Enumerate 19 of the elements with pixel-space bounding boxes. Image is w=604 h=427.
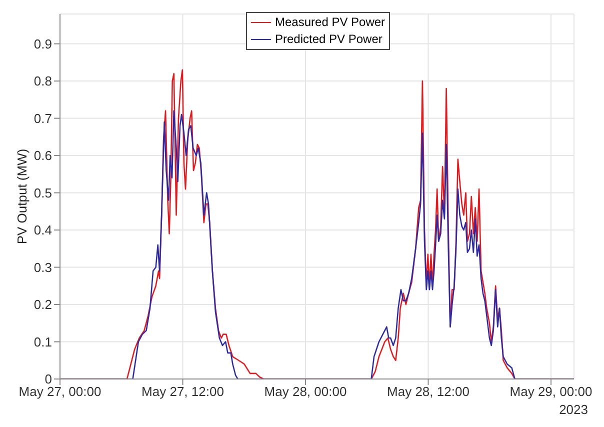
y-axis-title: PV Output (MW) <box>14 148 30 244</box>
x-tick-label: May 28, 00:00 <box>264 384 347 400</box>
y-tick-label: 0.1 <box>34 334 52 350</box>
y-tick-label: 0 <box>44 372 52 387</box>
y-tick-label: 0.5 <box>34 185 52 200</box>
x-tick-label: May 29, 00:00 <box>510 384 592 400</box>
text: 2023 <box>559 402 588 417</box>
x-tick-label: May 27, 12:00 <box>142 384 224 400</box>
y-tick-label: 0.3 <box>34 260 52 275</box>
x-tick-label: May 28, 12:00 <box>387 384 470 400</box>
legend-label: Measured PV Power <box>275 14 386 31</box>
x-tick-label: May 27, 00:00 <box>18 384 102 400</box>
y-tick-label: 0.9 <box>34 36 52 52</box>
y-tick-label: 0.4 <box>34 222 52 238</box>
y-tick-label: 0.7 <box>34 110 52 126</box>
legend-label: Predicted PV Power <box>275 31 382 48</box>
y-tick-label: 0.2 <box>34 297 52 312</box>
y-tick-label: 0.6 <box>34 148 52 164</box>
y-tick-label: 0.8 <box>34 74 52 89</box>
